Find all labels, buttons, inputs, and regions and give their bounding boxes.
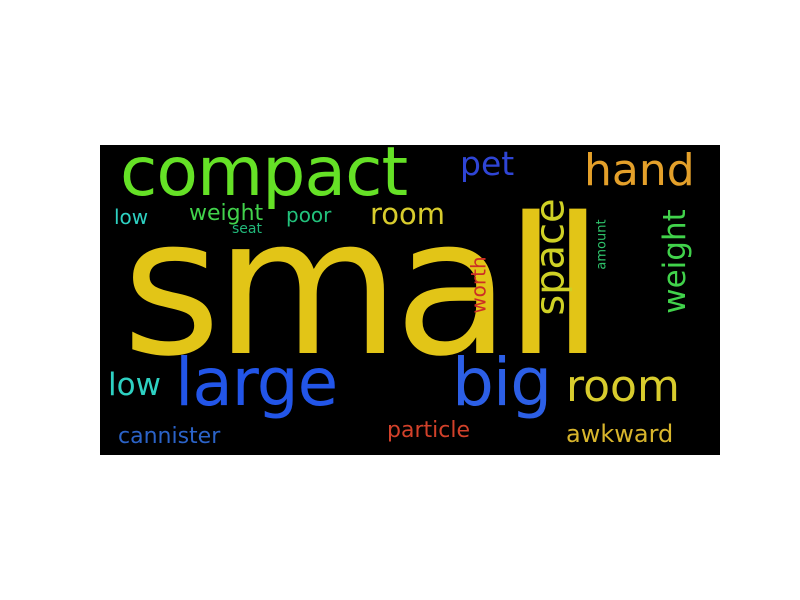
word-small: small bbox=[122, 177, 604, 398]
word-poor: weight bbox=[189, 201, 264, 226]
word-weight: weight bbox=[656, 209, 693, 314]
word-cannister: cannister bbox=[118, 424, 221, 449]
word-large: large bbox=[175, 344, 338, 421]
word-low: low bbox=[108, 367, 161, 403]
word-amount: amount bbox=[594, 219, 610, 270]
word-light: room bbox=[566, 361, 680, 412]
word-compact: compact bbox=[120, 145, 408, 212]
word-big: big bbox=[452, 344, 552, 421]
word-pet: pet bbox=[460, 145, 515, 183]
word-wrong: poor bbox=[286, 203, 332, 227]
word-space: space bbox=[527, 198, 574, 316]
word-difficult: seat bbox=[232, 221, 262, 237]
word-cloud: small compact large big hand pet room ro… bbox=[100, 145, 720, 455]
word-worth: worth bbox=[466, 256, 491, 314]
word-room: room bbox=[370, 197, 446, 231]
word-hand: hand bbox=[584, 145, 695, 196]
word-awkward: awkward bbox=[566, 420, 674, 448]
word-seat: low bbox=[114, 205, 149, 229]
word-particle: particle bbox=[387, 418, 470, 443]
